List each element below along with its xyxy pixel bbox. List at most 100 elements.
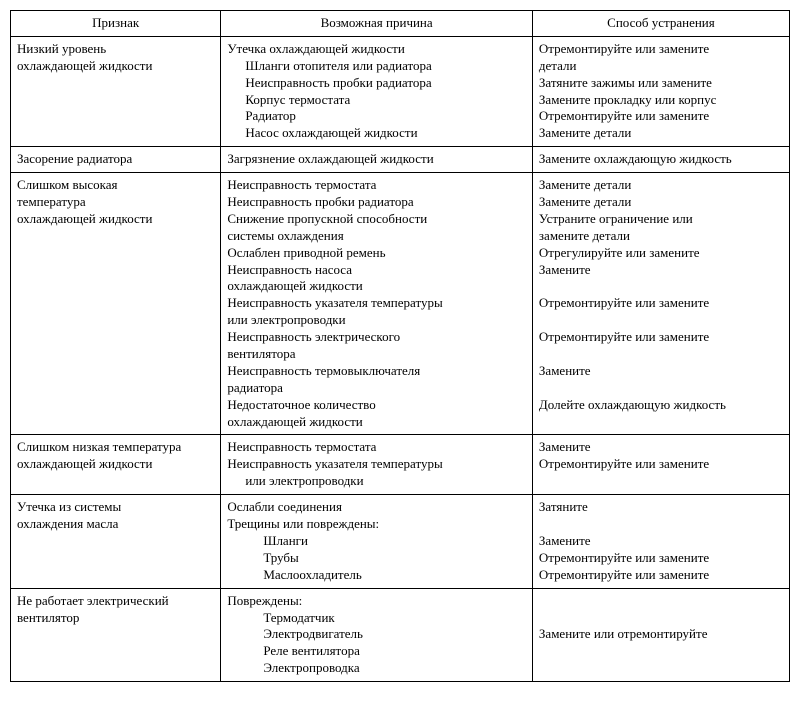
text-line: Электродвигатель — [227, 626, 526, 643]
cell-cause: Неисправность термостатаНеисправность ук… — [221, 435, 533, 495]
header-symptom: Признак — [11, 11, 221, 37]
text-line: Не работает электрический — [17, 593, 214, 610]
text-line: Отремонтируйте или замените — [539, 567, 783, 584]
text-line — [539, 380, 783, 397]
cell-fix: ЗаменитеОтремонтируйте или замените — [532, 435, 789, 495]
cell-cause: Неисправность термостатаНеисправность пр… — [221, 173, 533, 435]
text-line: замените детали — [539, 228, 783, 245]
text-line: Отремонтируйте или замените — [539, 41, 783, 58]
cell-fix: Замените деталиЗамените деталиУстраните … — [532, 173, 789, 435]
table-row: Слишком высокаятемператураохлаждающей жи… — [11, 173, 790, 435]
table-body: Низкий уровеньохлаждающей жидкостиУтечка… — [11, 36, 790, 681]
text-line: Маслоохладитель — [227, 567, 526, 584]
text-line: Замените детали — [539, 177, 783, 194]
text-line: охлаждающей жидкости — [227, 278, 526, 295]
text-line — [539, 278, 783, 295]
text-line: Шланги — [227, 533, 526, 550]
text-line — [539, 312, 783, 329]
text-line: Неисправность термовыключателя — [227, 363, 526, 380]
text-line: Долейте охлаждающую жидкость — [539, 397, 783, 414]
cell-cause: Повреждены:ТермодатчикЭлектродвигательРе… — [221, 588, 533, 681]
table-row: Не работает электрическийвентиляторПовре… — [11, 588, 790, 681]
cell-symptom: Засорение радиатора — [11, 147, 221, 173]
text-line: охлаждающей жидкости — [17, 58, 214, 75]
text-line: Отремонтируйте или замените — [539, 456, 783, 473]
text-line: Недостаточное количество — [227, 397, 526, 414]
text-line: Электропроводка — [227, 660, 526, 677]
text-line: Радиатор — [227, 108, 526, 125]
text-line: Повреждены: — [227, 593, 526, 610]
text-line: охлаждающей жидкости — [17, 211, 214, 228]
header-fix: Способ устранения — [532, 11, 789, 37]
troubleshooting-table: Признак Возможная причина Способ устране… — [10, 10, 790, 682]
text-line: Затяните — [539, 499, 783, 516]
text-line: Трубы — [227, 550, 526, 567]
text-line: Неисправность насоса — [227, 262, 526, 279]
text-line: Утечка из системы — [17, 499, 214, 516]
text-line: Устраните ограничение или — [539, 211, 783, 228]
cell-symptom: Утечка из системыохлаждения масла — [11, 495, 221, 588]
table-row: Низкий уровеньохлаждающей жидкостиУтечка… — [11, 36, 790, 146]
text-line: или электропроводки — [227, 312, 526, 329]
text-line: Засорение радиатора — [17, 151, 214, 168]
text-line: Трещины или повреждены: — [227, 516, 526, 533]
cell-fix: Затяните ЗаменитеОтремонтируйте или заме… — [532, 495, 789, 588]
text-line: Неисправность пробки радиатора — [227, 75, 526, 92]
cell-symptom: Не работает электрическийвентилятор — [11, 588, 221, 681]
text-line: Шланги отопителя или радиатора — [227, 58, 526, 75]
text-line: вентилятора — [227, 346, 526, 363]
text-line: Отремонтируйте или замените — [539, 295, 783, 312]
table-row: Засорение радиатора Загрязнение охлаждающ… — [11, 147, 790, 173]
text-line: или электропроводки — [227, 473, 526, 490]
text-line — [539, 610, 783, 627]
text-line: Корпус термостата — [227, 92, 526, 109]
text-line: охлаждения масла — [17, 516, 214, 533]
table-row: Утечка из системыохлаждения маслаОслабли… — [11, 495, 790, 588]
text-line: Неисправность термостата — [227, 177, 526, 194]
text-line: Замените — [539, 262, 783, 279]
cell-symptom: Слишком высокаятемператураохлаждающей жи… — [11, 173, 221, 435]
text-line: системы охлаждения — [227, 228, 526, 245]
text-line — [539, 346, 783, 363]
text-line: Насос охлаждающей жидкости — [227, 125, 526, 142]
text-line: температура — [17, 194, 214, 211]
cell-fix: Замените или отремонтируйте — [532, 588, 789, 681]
text-line: Отремонтируйте или замените — [539, 329, 783, 346]
text-line: Загрязнение охлаждающей жидкости — [227, 151, 526, 168]
text-line — [539, 593, 783, 610]
text-line: Неисправность указателя температуры — [227, 295, 526, 312]
text-line: охлаждающей жидкости — [17, 456, 214, 473]
text-line: Неисправность электрического — [227, 329, 526, 346]
text-line: Замените прокладку или корпус — [539, 92, 783, 109]
cell-fix: Замените охлаждающую жидкость — [532, 147, 789, 173]
header-cause: Возможная причина — [221, 11, 533, 37]
cell-cause: Ослабли соединенияТрещины или повреждены… — [221, 495, 533, 588]
text-line: Замените — [539, 533, 783, 550]
text-line: Неисправность указателя температуры — [227, 456, 526, 473]
text-line: Замените — [539, 439, 783, 456]
text-line: Отрегулируйте или замените — [539, 245, 783, 262]
cell-symptom: Низкий уровеньохлаждающей жидкости — [11, 36, 221, 146]
text-line: Ослаблен приводной ремень — [227, 245, 526, 262]
text-line: Утечка охлаждающей жидкости — [227, 41, 526, 58]
cell-cause: Загрязнение охлаждающей жидкости — [221, 147, 533, 173]
text-line: Замените детали — [539, 194, 783, 211]
text-line: Замените или отремонтируйте — [539, 626, 783, 643]
text-line: Отремонтируйте или замените — [539, 108, 783, 125]
text-line: Замените — [539, 363, 783, 380]
text-line: Неисправность пробки радиатора — [227, 194, 526, 211]
text-line: охлаждающей жидкости — [227, 414, 526, 431]
text-line: Реле вентилятора — [227, 643, 526, 660]
text-line: Отремонтируйте или замените — [539, 550, 783, 567]
text-line: Ослабли соединения — [227, 499, 526, 516]
text-line: вентилятор — [17, 610, 214, 627]
text-line: радиатора — [227, 380, 526, 397]
text-line: Слишком низкая температура — [17, 439, 214, 456]
text-line: детали — [539, 58, 783, 75]
cell-fix: Отремонтируйте или заменитедеталиЗатянит… — [532, 36, 789, 146]
text-line: Неисправность термостата — [227, 439, 526, 456]
table-row: Слишком низкая температураохлаждающей жи… — [11, 435, 790, 495]
cell-cause: Утечка охлаждающей жидкостиШланги отопит… — [221, 36, 533, 146]
text-line: Затяните зажимы или замените — [539, 75, 783, 92]
table-header-row: Признак Возможная причина Способ устране… — [11, 11, 790, 37]
